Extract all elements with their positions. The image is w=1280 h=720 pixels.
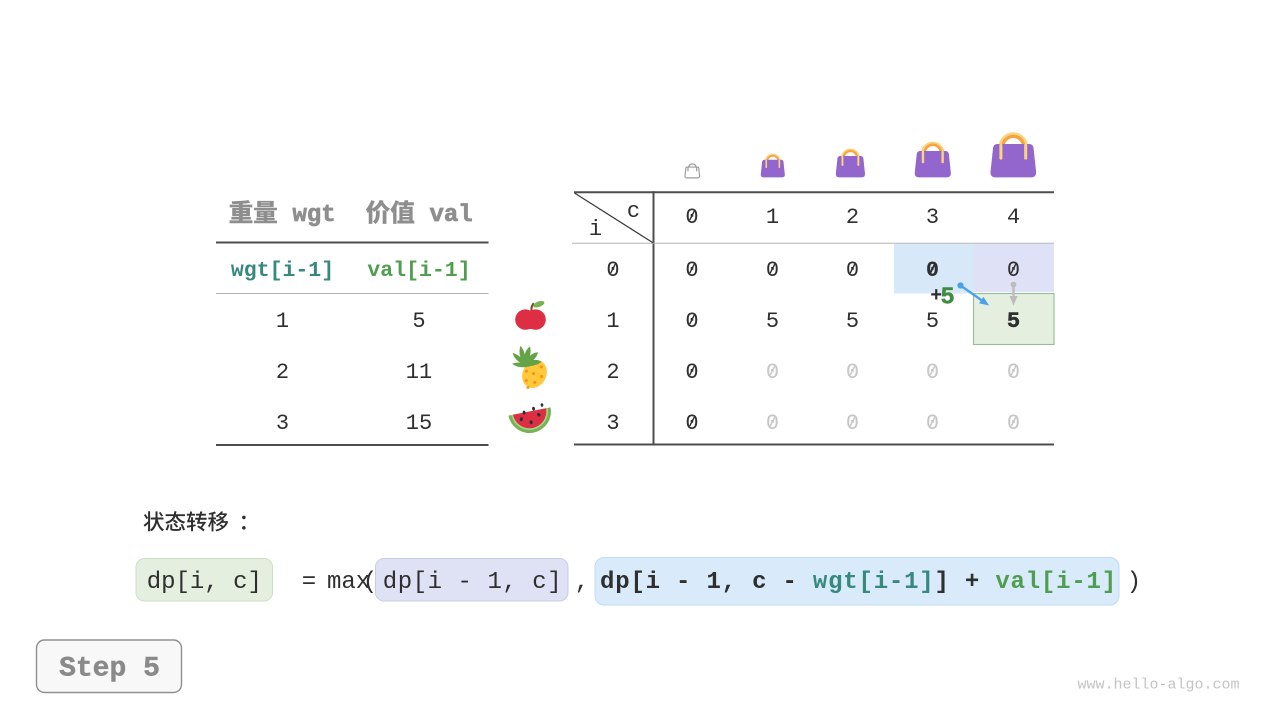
svg-text:15: 15 (406, 411, 432, 436)
svg-text:val: val (430, 202, 473, 229)
svg-text:0: 0 (685, 205, 698, 230)
svg-text:5: 5 (766, 309, 779, 334)
svg-text:5: 5 (412, 309, 425, 334)
svg-text:11: 11 (406, 360, 432, 385)
svg-text:max: max (327, 569, 370, 596)
svg-text:0: 0 (1007, 411, 1020, 436)
svg-text:5: 5 (940, 285, 954, 312)
svg-text:0: 0 (846, 360, 859, 385)
svg-text:,: , (575, 569, 589, 596)
svg-text:0: 0 (926, 360, 939, 385)
svg-text:dp[i - 1, c]: dp[i - 1, c] (383, 569, 562, 596)
svg-text:5: 5 (1007, 309, 1020, 334)
svg-text:3: 3 (926, 205, 939, 230)
svg-text:0: 0 (766, 258, 779, 283)
svg-text:val[i-1]: val[i-1] (367, 259, 470, 283)
svg-text:0: 0 (766, 360, 779, 385)
svg-text:1: 1 (606, 309, 619, 334)
svg-text:0: 0 (1007, 258, 1020, 283)
svg-text:5: 5 (926, 309, 939, 334)
svg-text:(: ( (363, 569, 377, 596)
svg-text:wgt: wgt (293, 202, 336, 229)
svg-text:0: 0 (1007, 360, 1020, 385)
svg-text:2: 2 (276, 360, 289, 385)
svg-text:2: 2 (606, 360, 619, 385)
svg-text:1: 1 (766, 205, 779, 230)
svg-text:dp[i, c]: dp[i, c] (147, 569, 262, 596)
svg-text:0: 0 (685, 411, 698, 436)
svg-text:3: 3 (606, 411, 619, 436)
svg-text:5: 5 (846, 309, 859, 334)
svg-text:c: c (627, 199, 640, 224)
svg-text:0: 0 (685, 360, 698, 385)
svg-text:+: + (930, 285, 942, 308)
svg-text:3: 3 (276, 411, 289, 436)
svg-text:0: 0 (926, 411, 939, 436)
svg-text:0: 0 (606, 258, 619, 283)
svg-text:www.hello-algo.com: www.hello-algo.com (1077, 677, 1239, 694)
svg-text:0: 0 (846, 411, 859, 436)
svg-text:0: 0 (766, 411, 779, 436)
svg-text:0: 0 (685, 309, 698, 334)
svg-text:4: 4 (1007, 205, 1020, 230)
svg-text:Step 5: Step 5 (59, 654, 160, 685)
svg-text:=: = (302, 569, 316, 596)
svg-text:wgt[i-1]: wgt[i-1] (231, 259, 334, 283)
svg-text:dp[i - 1, c - wgt[i-1]] + val[: dp[i - 1, c - wgt[i-1]] + val[i-1] (600, 569, 1117, 596)
svg-text:0: 0 (685, 258, 698, 283)
svg-text:): ) (1127, 569, 1141, 596)
svg-text:0: 0 (846, 258, 859, 283)
svg-text:2: 2 (846, 205, 859, 230)
svg-text:1: 1 (276, 309, 289, 334)
svg-text:i: i (589, 217, 602, 242)
